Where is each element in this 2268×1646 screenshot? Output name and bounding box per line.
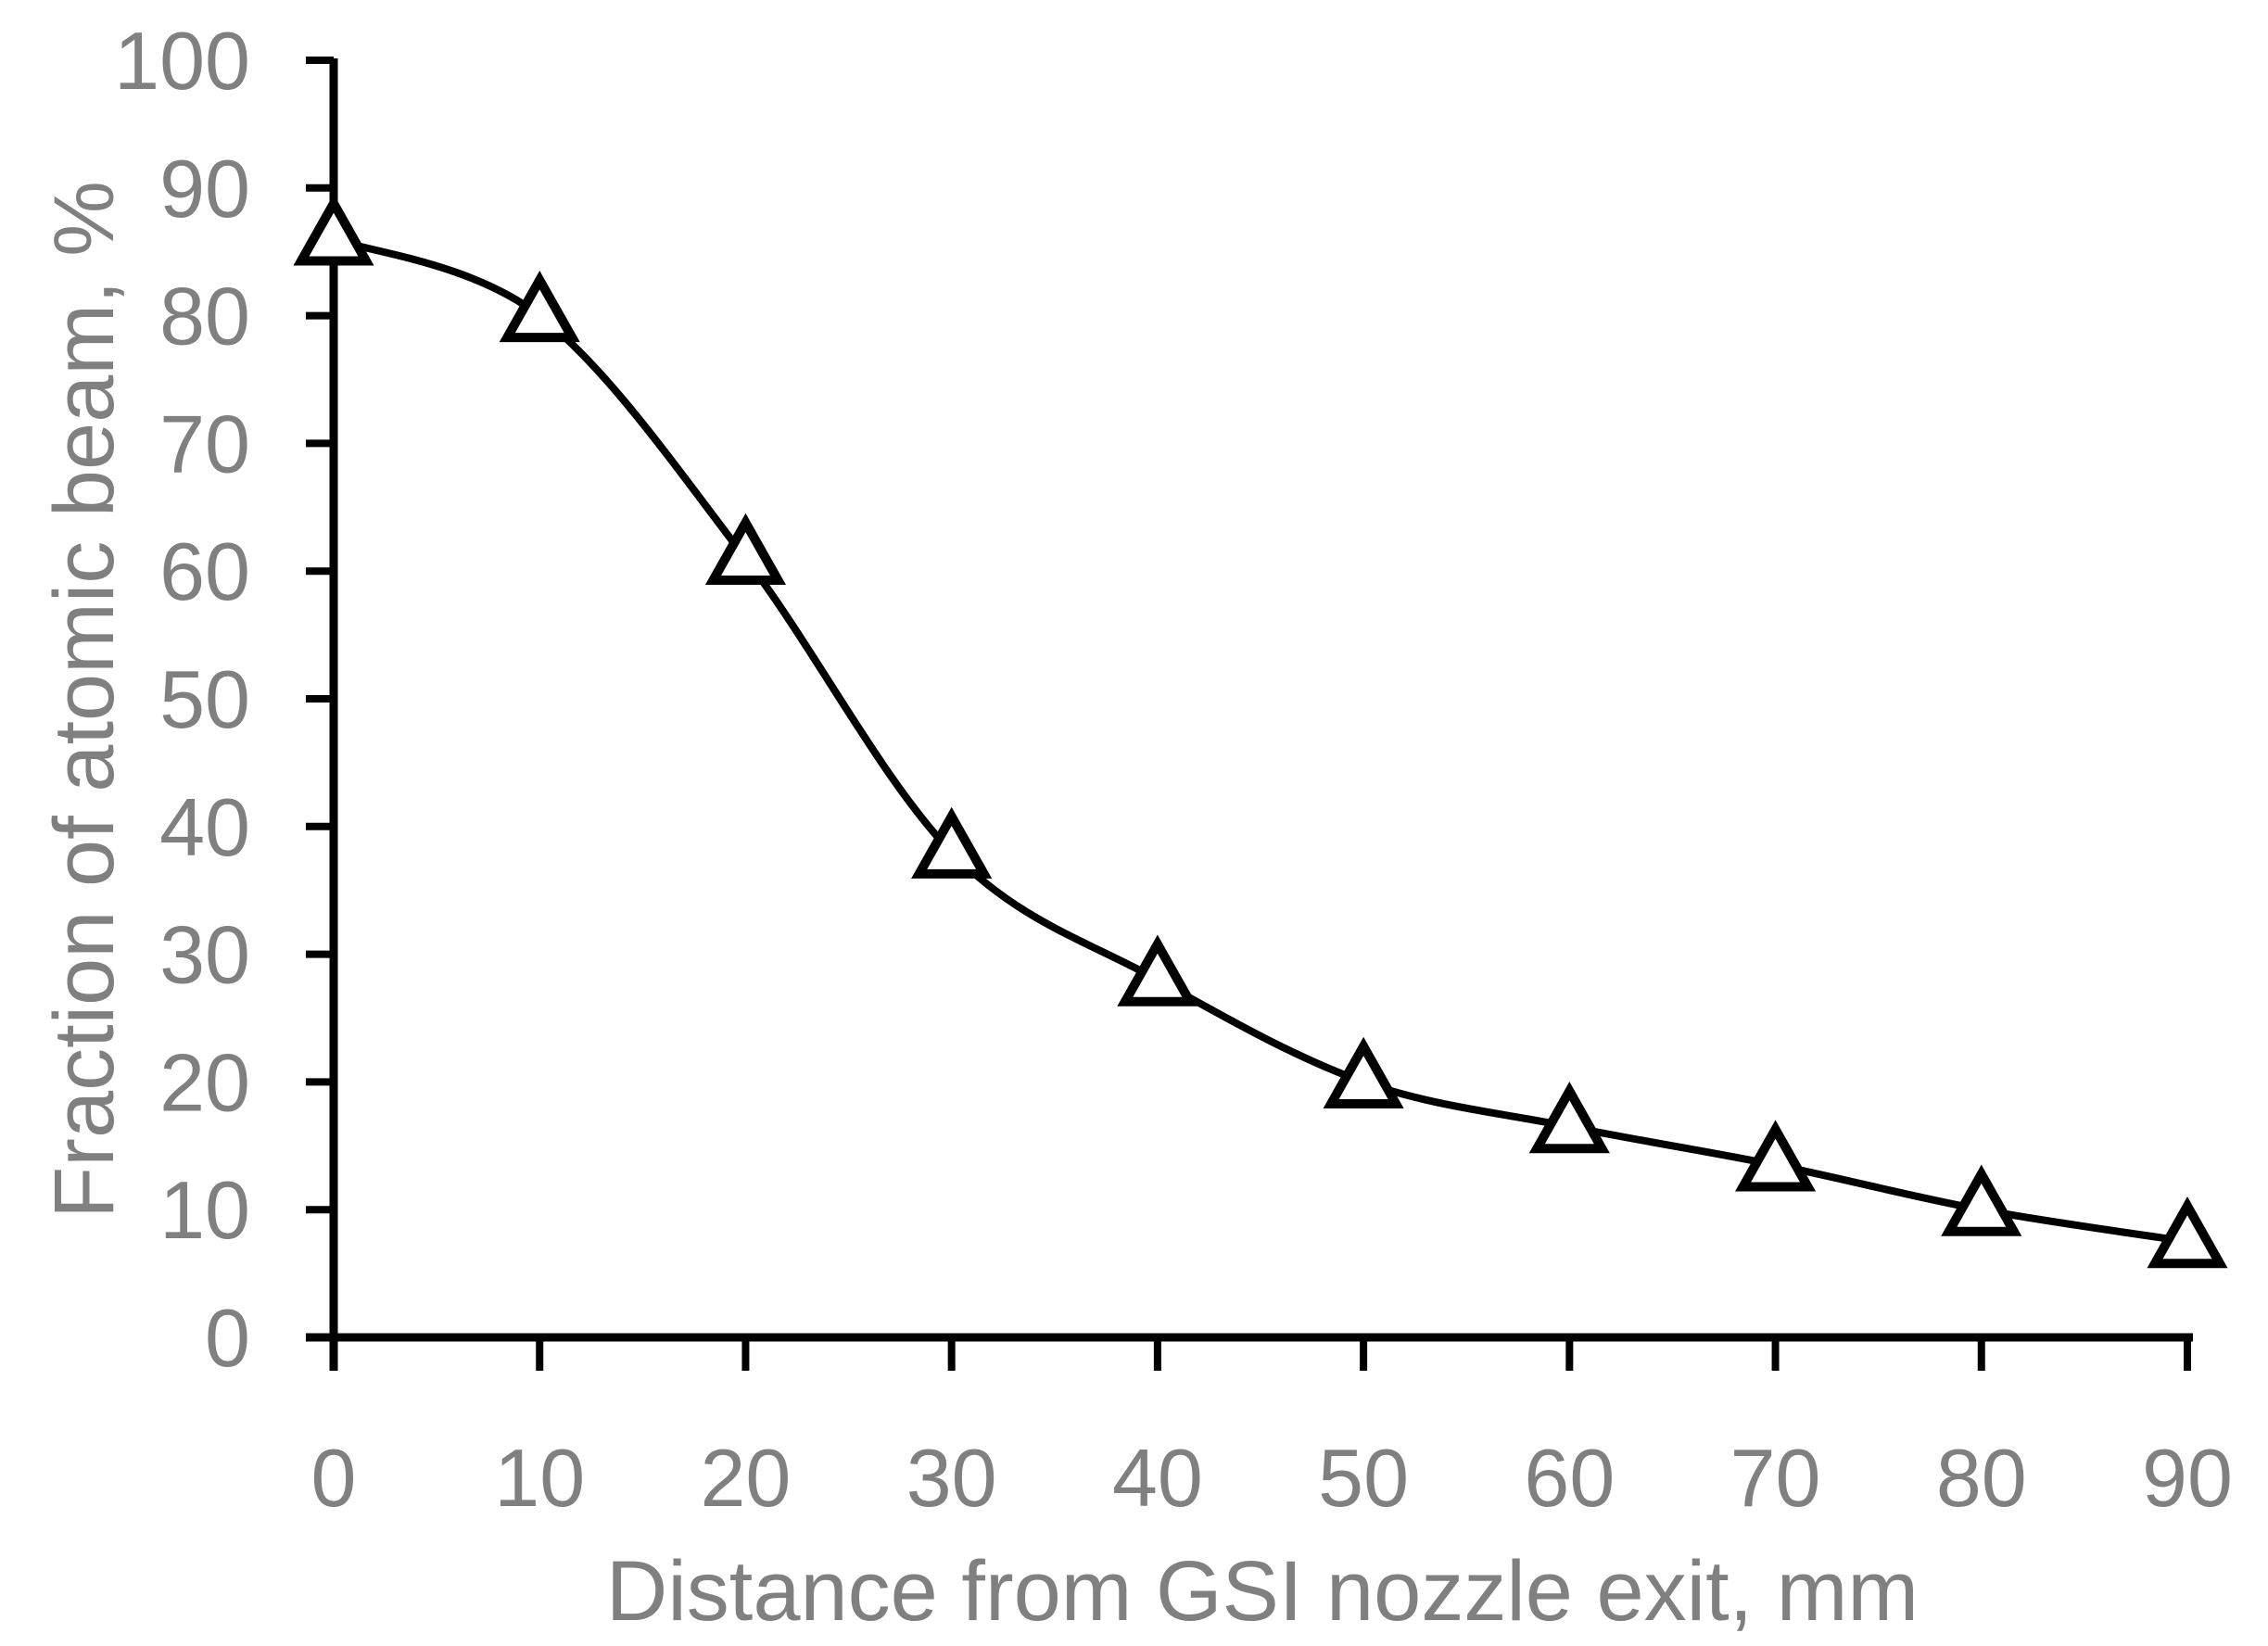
x-tick-label-20: 20: [700, 1432, 791, 1524]
y-tick-label-40: 40: [159, 781, 250, 873]
y-tick-label-80: 80: [159, 271, 250, 362]
x-tick-label-0: 0: [311, 1432, 357, 1524]
x-tick-label-40: 40: [1112, 1432, 1203, 1524]
x-tick-label-70: 70: [1730, 1432, 1821, 1524]
x-tick-label-30: 30: [906, 1432, 997, 1524]
data-point-70: [1734, 1120, 1817, 1192]
data-point-80: [1941, 1164, 2022, 1236]
data-markers: [293, 194, 2228, 1269]
y-tick-label-70: 70: [159, 398, 250, 489]
x-tick-label-60: 60: [1524, 1432, 1615, 1524]
data-point-60: [1528, 1082, 1610, 1154]
y-tick-label-60: 60: [159, 525, 250, 617]
y-tick-label-50: 50: [159, 653, 250, 745]
data-series: [332, 235, 2188, 1246]
x-tick-label-90: 90: [2142, 1432, 2233, 1524]
y-tick-label-0: 0: [205, 1292, 250, 1384]
y-tick-label-100: 100: [114, 15, 250, 107]
y-tick-label-10: 10: [159, 1164, 250, 1256]
y-tick-label-20: 20: [159, 1036, 250, 1128]
x-tick-label-10: 10: [494, 1432, 585, 1524]
axes: [306, 57, 2193, 1371]
data-point-50: [1323, 1036, 1404, 1108]
x-axis-title: Distance from GSI nozzle exit, mm: [606, 1544, 1919, 1639]
data-point-90: [2147, 1197, 2228, 1269]
data-point-40: [1117, 934, 1198, 1007]
data-point-10: [499, 270, 580, 343]
data-point-0: [293, 194, 374, 266]
x-tick-label-80: 80: [1936, 1432, 2027, 1524]
y-tick-label-30: 30: [159, 909, 250, 1001]
tick-labels: 0 10 20 30 40 50 60 70 80 90 100 0 10 20 30 40 50 60 70 80 9…: [114, 15, 2233, 1524]
y-axis-title: Fraction of atomic beam, %: [37, 181, 132, 1219]
y-tick-label-90: 90: [159, 143, 250, 234]
data-point-20: [704, 513, 787, 585]
x-tick-label-50: 50: [1318, 1432, 1409, 1524]
data-point-30: [911, 806, 993, 879]
series-0-line: [332, 235, 2188, 1246]
